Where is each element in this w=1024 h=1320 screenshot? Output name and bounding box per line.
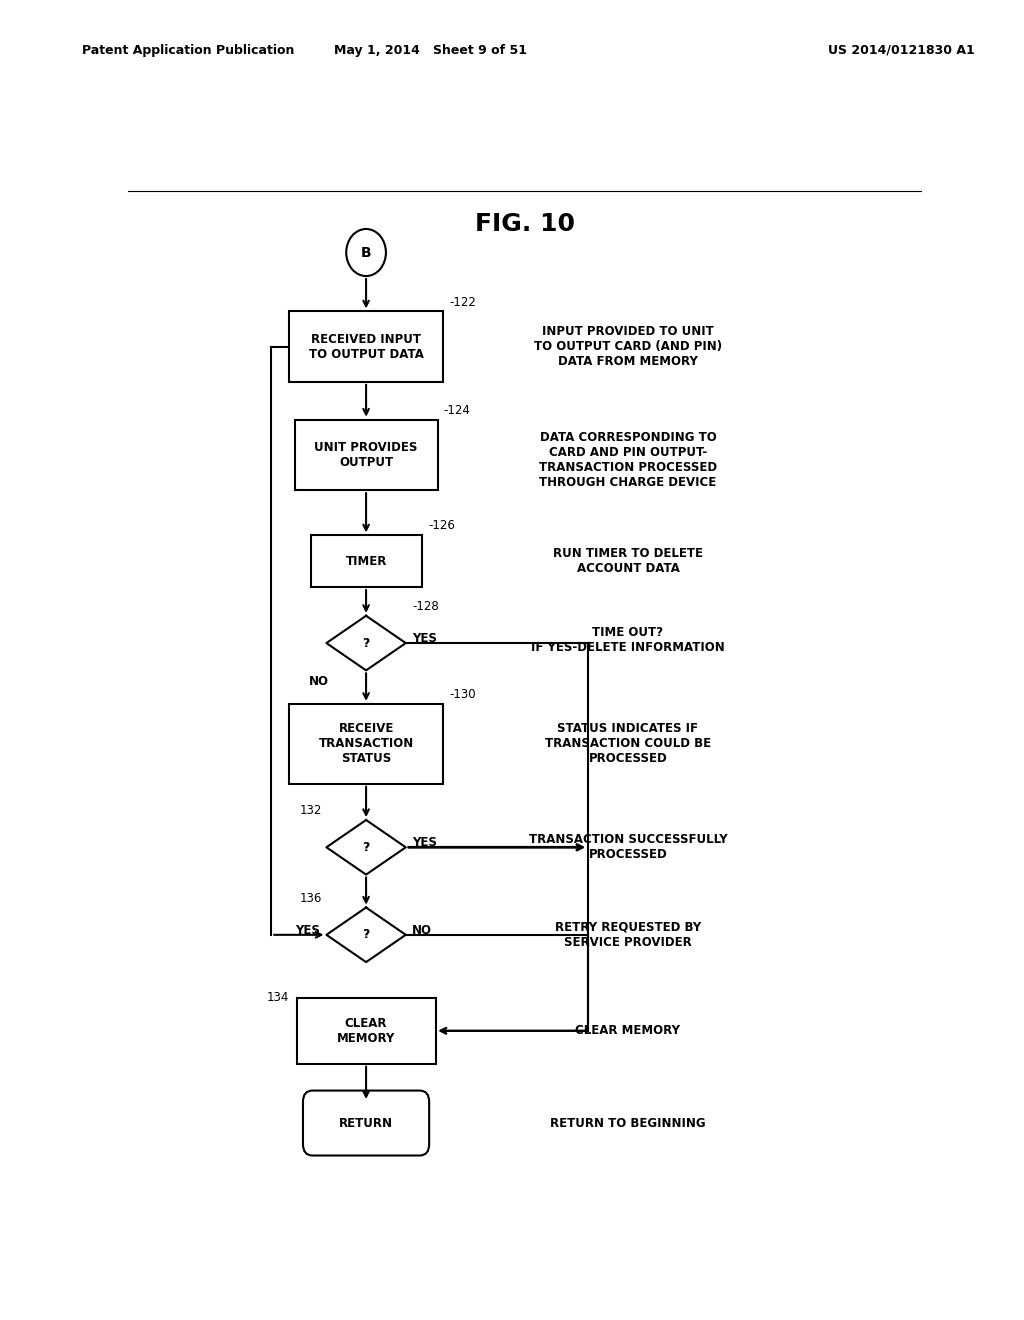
Polygon shape xyxy=(327,908,406,962)
FancyBboxPatch shape xyxy=(289,312,443,381)
Text: RETURN: RETURN xyxy=(339,1117,393,1130)
Text: US 2014/0121830 A1: US 2014/0121830 A1 xyxy=(827,44,975,57)
Text: RECEIVED INPUT
TO OUTPUT DATA: RECEIVED INPUT TO OUTPUT DATA xyxy=(308,333,424,360)
Text: YES: YES xyxy=(295,924,321,937)
Polygon shape xyxy=(327,616,406,671)
Text: RETURN TO BEGINNING: RETURN TO BEGINNING xyxy=(550,1117,706,1130)
Text: TIMER: TIMER xyxy=(345,554,387,568)
Text: NO: NO xyxy=(308,675,329,688)
Text: -130: -130 xyxy=(450,688,476,701)
FancyBboxPatch shape xyxy=(289,704,443,784)
Text: ?: ? xyxy=(362,841,370,854)
Text: 132: 132 xyxy=(300,804,323,817)
Text: RUN TIMER TO DELETE
ACCOUNT DATA: RUN TIMER TO DELETE ACCOUNT DATA xyxy=(553,548,702,576)
Text: ?: ? xyxy=(362,928,370,941)
Text: INPUT PROVIDED TO UNIT
TO OUTPUT CARD (AND PIN)
DATA FROM MEMORY: INPUT PROVIDED TO UNIT TO OUTPUT CARD (A… xyxy=(534,325,722,368)
FancyBboxPatch shape xyxy=(310,536,422,587)
Text: STATUS INDICATES IF
TRANSACTION COULD BE
PROCESSED: STATUS INDICATES IF TRANSACTION COULD BE… xyxy=(545,722,711,766)
Polygon shape xyxy=(327,820,406,875)
FancyBboxPatch shape xyxy=(303,1090,429,1155)
Text: -122: -122 xyxy=(450,296,477,309)
Text: RECEIVE
TRANSACTION
STATUS: RECEIVE TRANSACTION STATUS xyxy=(318,722,414,766)
FancyBboxPatch shape xyxy=(297,998,435,1064)
Text: ?: ? xyxy=(362,636,370,649)
Text: YES: YES xyxy=(412,836,437,849)
Text: May 1, 2014   Sheet 9 of 51: May 1, 2014 Sheet 9 of 51 xyxy=(334,44,526,57)
Text: Patent Application Publication: Patent Application Publication xyxy=(82,44,294,57)
Text: -124: -124 xyxy=(443,404,471,417)
Text: DATA CORRESPONDING TO
CARD AND PIN OUTPUT-
TRANSACTION PROCESSED
THROUGH CHARGE : DATA CORRESPONDING TO CARD AND PIN OUTPU… xyxy=(539,430,717,488)
Text: RETRY REQUESTED BY
SERVICE PROVIDER: RETRY REQUESTED BY SERVICE PROVIDER xyxy=(555,921,701,949)
Text: 134: 134 xyxy=(266,991,289,1005)
Text: TRANSACTION SUCCESSFULLY
PROCESSED: TRANSACTION SUCCESSFULLY PROCESSED xyxy=(528,833,727,861)
Text: CLEAR
MEMORY: CLEAR MEMORY xyxy=(337,1016,395,1045)
FancyBboxPatch shape xyxy=(295,420,437,490)
Text: -128: -128 xyxy=(412,601,439,612)
Text: CLEAR MEMORY: CLEAR MEMORY xyxy=(575,1024,681,1038)
Text: NO: NO xyxy=(412,924,432,937)
Text: TIME OUT?
IF YES-DELETE INFORMATION: TIME OUT? IF YES-DELETE INFORMATION xyxy=(531,626,725,655)
Text: YES: YES xyxy=(412,632,437,645)
Text: B: B xyxy=(360,246,372,260)
Text: UNIT PROVIDES
OUTPUT: UNIT PROVIDES OUTPUT xyxy=(314,441,418,469)
Text: 136: 136 xyxy=(300,892,323,904)
Text: FIG. 10: FIG. 10 xyxy=(475,213,574,236)
Circle shape xyxy=(346,228,386,276)
Text: -126: -126 xyxy=(428,520,455,532)
